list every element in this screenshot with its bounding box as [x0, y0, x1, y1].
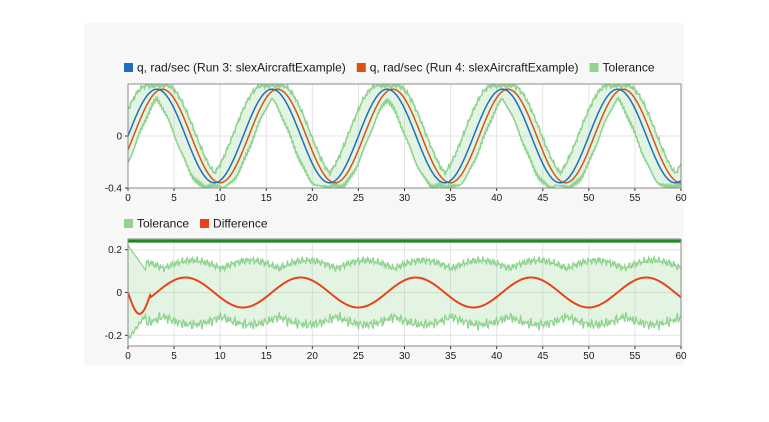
x-tick-label: 55: [629, 351, 641, 362]
x-tick-label: 0: [125, 193, 131, 204]
legend-label: Tolerance: [603, 61, 655, 75]
axes-frame: [127, 238, 682, 347]
y-tick-label: 0: [116, 132, 122, 143]
legend-swatch: [200, 219, 210, 228]
tolerance-lower-line: [128, 95, 681, 188]
run4-line: [128, 88, 681, 184]
legend-swatch: [356, 63, 366, 72]
x-tick-label: 10: [215, 193, 227, 204]
x-tick-label: 20: [307, 351, 319, 362]
run3-line: [128, 88, 681, 184]
x-tick-label: 50: [583, 193, 595, 204]
x-tick-label: 20: [307, 193, 319, 204]
legend-swatch: [124, 63, 133, 72]
tolerance-lower-line: [128, 311, 681, 340]
x-tick-label: 40: [491, 193, 503, 204]
y-tick-label: 0.2: [108, 245, 122, 256]
x-tick-label: 25: [353, 193, 365, 204]
x-tick-label: 35: [445, 193, 457, 204]
tolerance-upper-line: [128, 245, 681, 273]
x-tick-label: 15: [261, 193, 273, 204]
x-tick-label: 35: [445, 351, 457, 362]
x-tick-label: 5: [171, 193, 177, 204]
x-tick-label: 0: [125, 351, 131, 362]
x-tick-label: 45: [537, 193, 549, 204]
legend-label: q, rad/sec (Run 4: slexAircraftExample): [370, 61, 579, 75]
x-tick-label: 30: [399, 193, 411, 204]
y-tick-label: -0.4: [105, 184, 123, 195]
x-tick-label: 50: [583, 351, 595, 362]
legend-swatch: [124, 219, 133, 228]
series-group-bottom: [128, 239, 681, 340]
x-tick-label: 60: [675, 351, 687, 362]
series-group-top: [128, 84, 681, 188]
x-tick-label: 55: [629, 193, 641, 204]
legend-label: Difference: [213, 217, 268, 231]
x-tick-label: 10: [215, 351, 227, 362]
x-tick-label: 40: [491, 351, 503, 362]
legend-swatch: [589, 63, 599, 72]
y-tick-label: -0.2: [105, 331, 123, 342]
difference-line: [128, 276, 681, 315]
tolerance-band: [128, 245, 681, 340]
y-tick-label: 0: [116, 288, 122, 299]
axes-frame: [127, 83, 682, 189]
x-tick-label: 25: [353, 351, 365, 362]
x-tick-label: 5: [171, 351, 177, 362]
x-tick-label: 15: [261, 351, 273, 362]
x-tick-label: 45: [537, 351, 549, 362]
legend-label: Tolerance: [137, 217, 189, 231]
x-tick-label: 30: [399, 351, 411, 362]
tolerance-upper-line: [128, 84, 681, 178]
legend-label: q, rad/sec (Run 3: slexAircraftExample): [137, 61, 346, 75]
x-tick-label: 60: [675, 193, 687, 204]
